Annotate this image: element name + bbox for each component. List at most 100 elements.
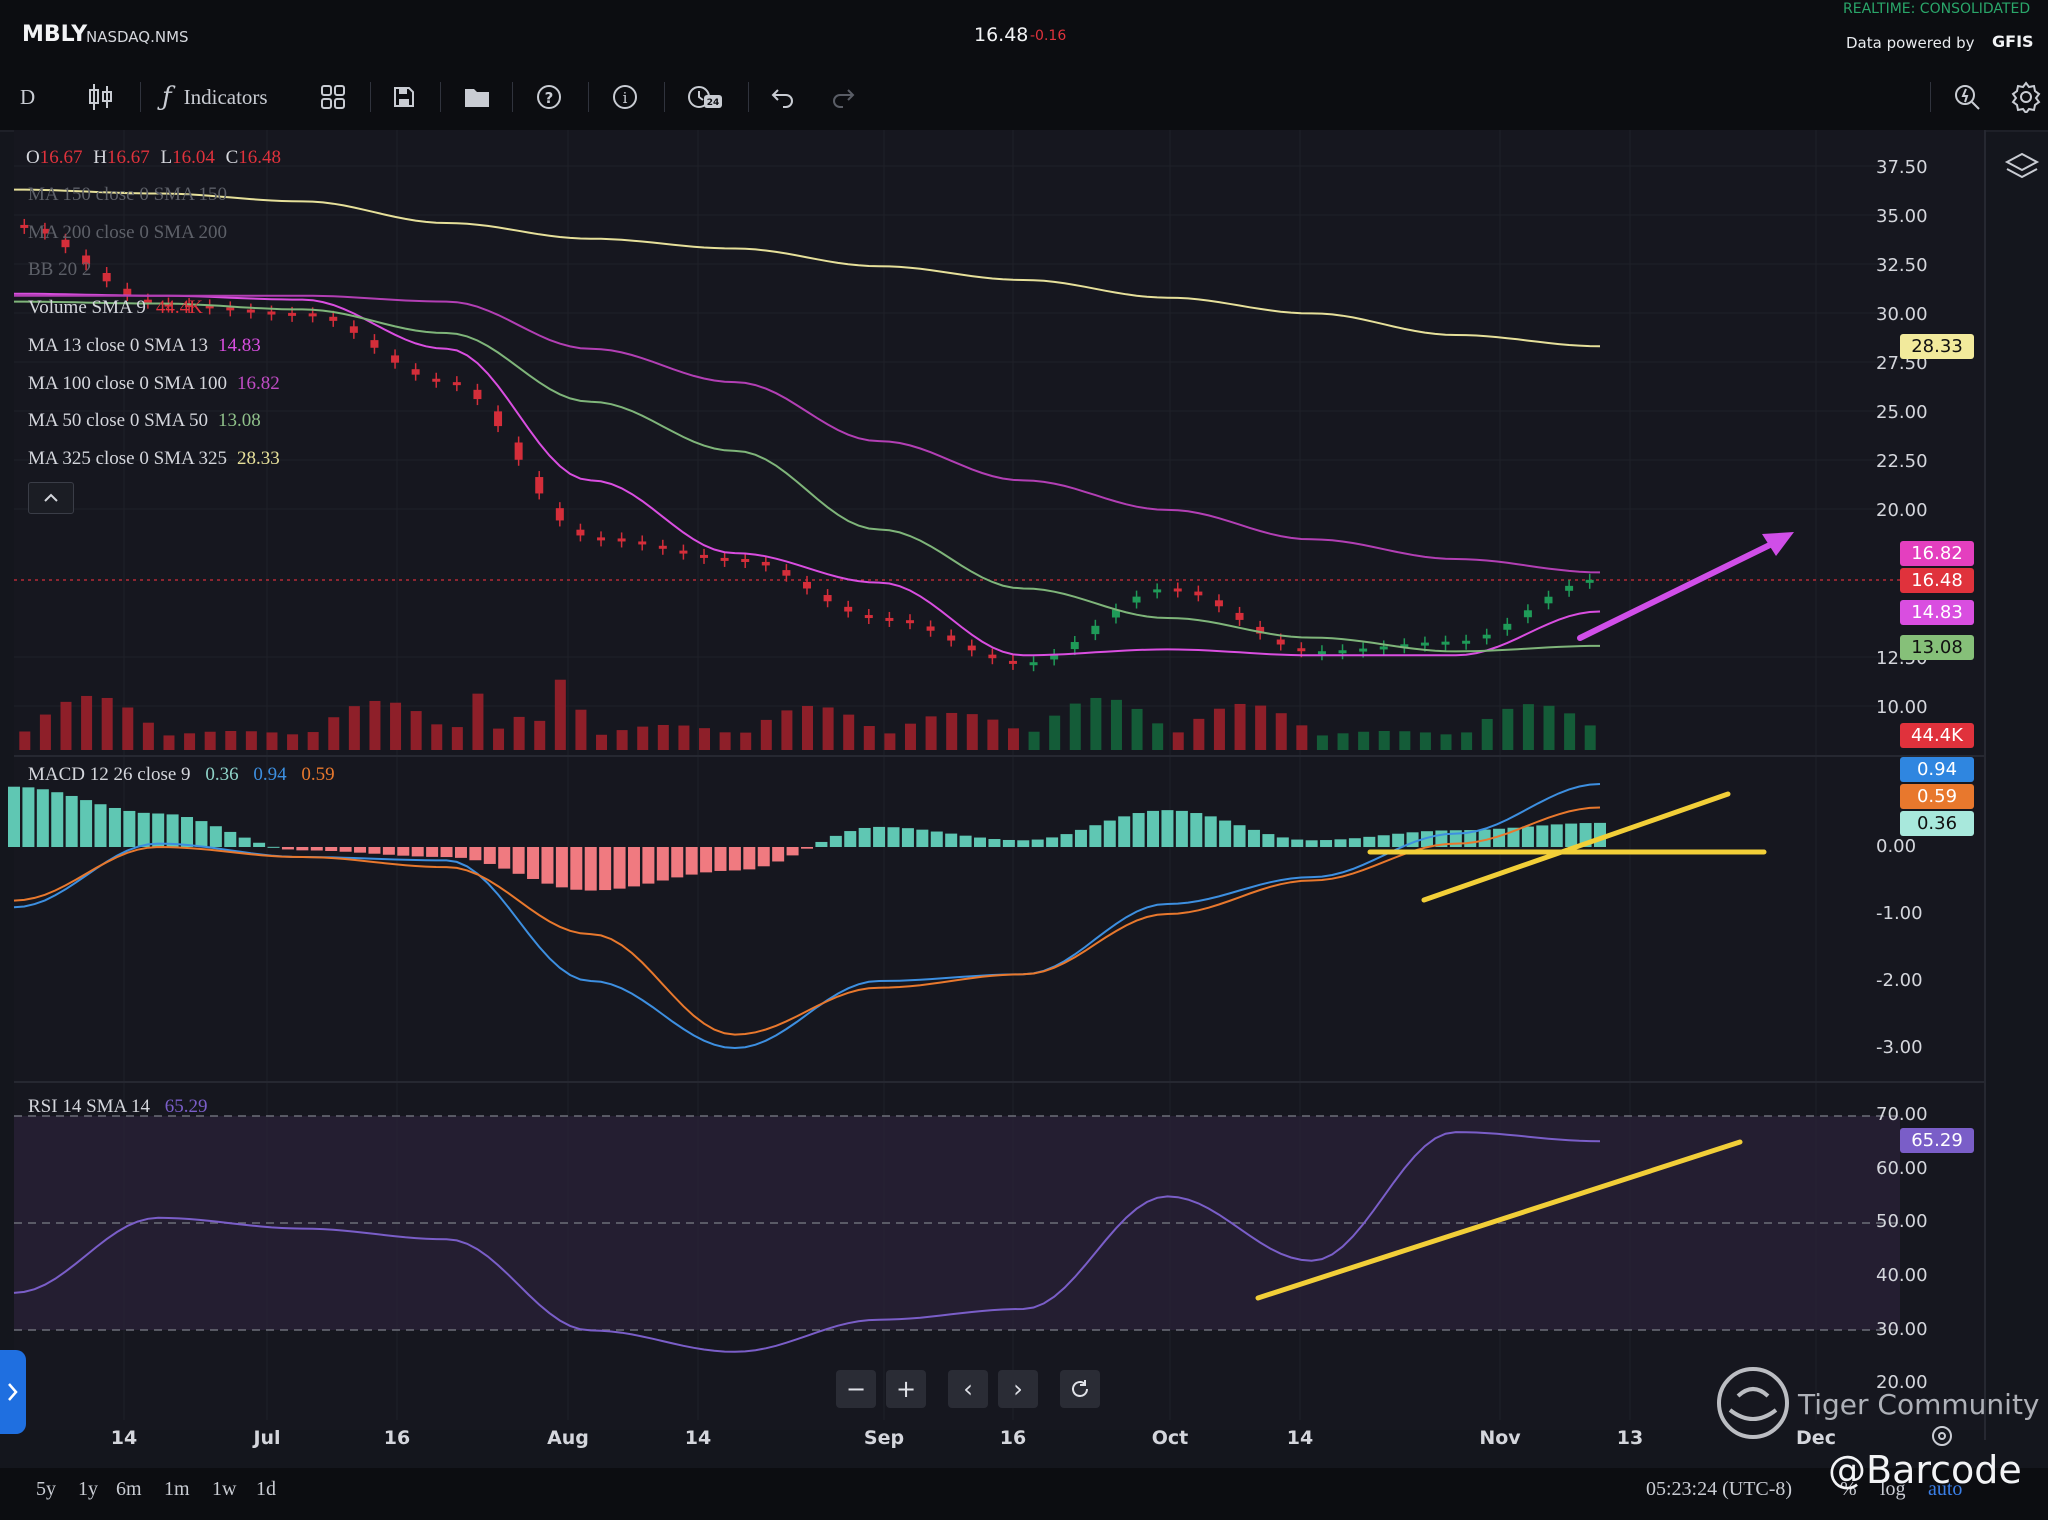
volume-bar bbox=[946, 712, 958, 750]
range-5y-button[interactable]: 5y bbox=[36, 1478, 56, 1500]
quick-search-icon[interactable] bbox=[1952, 80, 1982, 114]
expand-sidebar-button[interactable] bbox=[0, 1350, 26, 1434]
study-legend-sma200[interactable]: MA 200 close 0 SMA 200 bbox=[28, 222, 227, 244]
info-icon[interactable]: i bbox=[612, 80, 638, 114]
range-1m-button[interactable]: 1m bbox=[164, 1478, 190, 1500]
reset-chart-button[interactable] bbox=[1060, 1370, 1100, 1408]
log-scale-toggle[interactable]: log bbox=[1880, 1478, 1906, 1500]
rsi-line bbox=[13, 1131, 1601, 1353]
macd-histogram-bar bbox=[108, 807, 121, 847]
x-axis-label: 16 bbox=[999, 1427, 1027, 1449]
candle bbox=[1091, 625, 1100, 635]
macd-histogram-bar bbox=[1262, 834, 1275, 847]
x-axis-label: 14 bbox=[684, 1427, 712, 1449]
macd-histogram-bar bbox=[1219, 820, 1232, 847]
chart-toolbar bbox=[0, 62, 2048, 132]
candle bbox=[947, 635, 956, 641]
macd-histogram-bar bbox=[209, 826, 222, 847]
study-label: MA 13 close 0 SMA 13 bbox=[28, 335, 208, 356]
volume-bar bbox=[1378, 730, 1390, 750]
ma-line bbox=[14, 300, 1600, 653]
toolbar-divider bbox=[748, 82, 749, 112]
upward-arrow-shaft bbox=[1577, 537, 1783, 641]
range-1d-button[interactable]: 1d bbox=[256, 1478, 276, 1500]
layout-grid-icon[interactable] bbox=[320, 80, 346, 114]
extended-hours-icon[interactable]: 24 bbox=[686, 80, 724, 114]
range-6m-button[interactable]: 6m bbox=[116, 1478, 142, 1500]
zoom-out-button[interactable]: − bbox=[836, 1370, 876, 1408]
candle bbox=[638, 541, 647, 545]
volume-bar bbox=[781, 710, 793, 750]
study-legend-sma150[interactable]: MA 150 close 0 SMA 150 bbox=[28, 184, 227, 206]
indicators-button[interactable]: ƒ Indicators bbox=[162, 80, 268, 114]
volume-bar bbox=[1543, 705, 1555, 750]
candlestick-icon[interactable] bbox=[88, 80, 114, 114]
volume-bar bbox=[1296, 725, 1308, 750]
study-legend-sma13[interactable]: MA 13 close 0 SMA 13 14.83 bbox=[28, 335, 261, 357]
save-icon[interactable] bbox=[392, 80, 416, 114]
study-legend-sma50[interactable]: MA 50 close 0 SMA 50 13.08 bbox=[28, 410, 261, 432]
x-axis-label: Aug bbox=[547, 1427, 589, 1449]
macd-hist-value: 0.36 bbox=[205, 764, 239, 785]
macd-label: MACD 12 26 close 9 bbox=[28, 764, 191, 785]
range-1w-button[interactable]: 1w bbox=[212, 1478, 237, 1500]
macd-histogram-bar bbox=[1247, 829, 1260, 847]
percent-scale-toggle[interactable]: % bbox=[1840, 1478, 1857, 1500]
folder-icon[interactable] bbox=[464, 80, 490, 114]
macd-histogram-bar bbox=[1089, 825, 1102, 847]
study-legend-sma325[interactable]: MA 325 close 0 SMA 325 28.33 bbox=[28, 448, 280, 470]
volume-bar bbox=[596, 734, 608, 750]
volume-bar bbox=[802, 705, 813, 750]
volume-bar bbox=[1316, 735, 1328, 750]
rsi-legend[interactable]: RSI 14 SMA 14 65.29 bbox=[28, 1096, 207, 1118]
macd-histogram-bar bbox=[94, 804, 107, 847]
candle bbox=[164, 303, 173, 307]
macd-histogram-bar bbox=[1147, 810, 1160, 847]
moving-average-lines bbox=[14, 188, 1601, 657]
undo-icon[interactable] bbox=[770, 80, 796, 114]
candle bbox=[452, 382, 461, 386]
help-icon[interactable]: ? bbox=[536, 80, 562, 114]
macd-histogram-bar bbox=[80, 800, 93, 847]
redo-icon[interactable] bbox=[830, 80, 856, 114]
auto-scale-toggle[interactable]: auto bbox=[1928, 1478, 1963, 1500]
volume-bar bbox=[966, 714, 978, 750]
scroll-right-button[interactable]: › bbox=[998, 1370, 1038, 1408]
clock-label: 05:23:24 (UTC-8) bbox=[1646, 1478, 1793, 1500]
candle bbox=[143, 299, 152, 303]
macd-histogram-bar bbox=[454, 847, 467, 858]
macd-histogram-bar bbox=[801, 847, 813, 849]
signal-line bbox=[13, 806, 1601, 1036]
range-1y-button[interactable]: 1y bbox=[78, 1478, 98, 1500]
macd-legend[interactable]: MACD 12 26 close 9 0.36 0.94 0.59 bbox=[28, 764, 335, 786]
settings-gear-icon[interactable] bbox=[2010, 80, 2042, 114]
macd-histogram-bar bbox=[844, 831, 857, 847]
candle bbox=[555, 508, 564, 521]
zoom-in-button[interactable]: + bbox=[886, 1370, 926, 1408]
volume-bar bbox=[1564, 713, 1576, 750]
study-legend-sma100[interactable]: MA 100 close 0 SMA 100 16.82 bbox=[28, 373, 280, 395]
toolbar-divider bbox=[588, 82, 589, 112]
collapse-legend-button[interactable] bbox=[28, 482, 74, 514]
candle bbox=[1441, 641, 1450, 645]
macd-histogram-bar bbox=[469, 847, 482, 861]
macd-histogram-bar bbox=[22, 787, 35, 847]
volume-bar bbox=[719, 732, 731, 750]
price-axis-label: 25.00 bbox=[1876, 402, 1928, 423]
candle bbox=[617, 538, 626, 542]
goto-date-icon[interactable] bbox=[1930, 1424, 1954, 1452]
macd-histogram-bar bbox=[426, 847, 439, 857]
ma13-price-tag: 14.83 bbox=[1900, 600, 1974, 625]
macd-histogram-bar bbox=[613, 847, 626, 889]
candle bbox=[185, 304, 194, 308]
macd-histogram-bar bbox=[498, 847, 511, 869]
layers-icon[interactable] bbox=[2004, 150, 2040, 190]
study-legend-bb[interactable]: BB 20 2 bbox=[28, 259, 91, 281]
study-legend-volume[interactable]: Volume SMA 9 44.4K bbox=[28, 297, 203, 319]
macd-histogram-bar bbox=[51, 792, 64, 847]
scroll-left-button[interactable]: ‹ bbox=[948, 1370, 988, 1408]
interval-button[interactable]: D bbox=[20, 84, 36, 109]
volume-bar bbox=[1234, 703, 1246, 750]
volume-bar bbox=[204, 731, 216, 750]
